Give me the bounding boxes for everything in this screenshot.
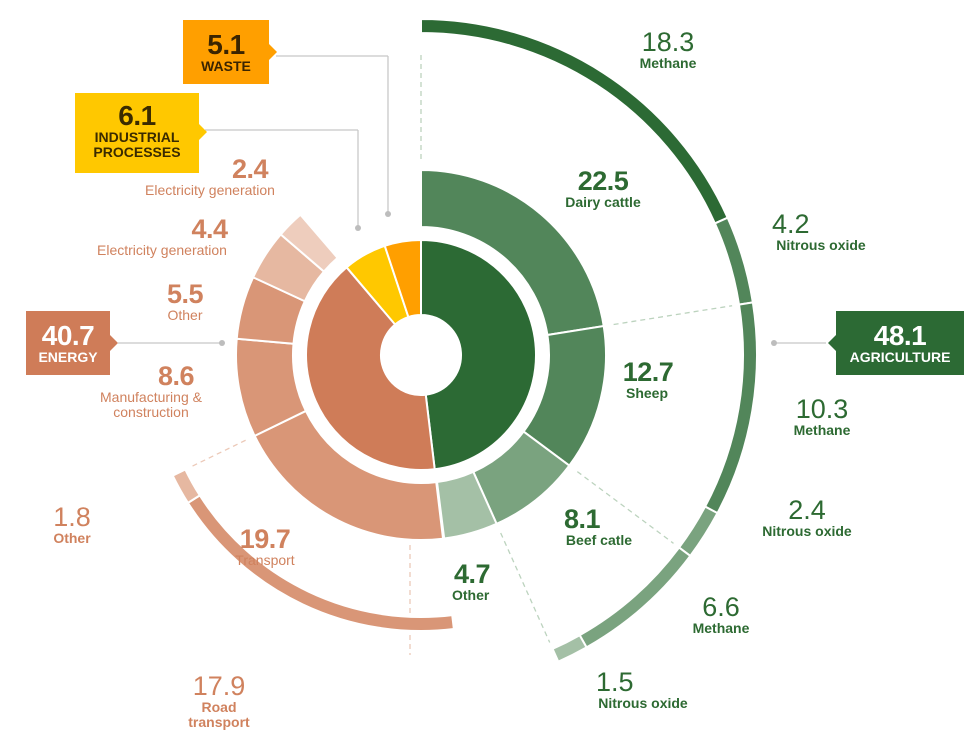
label-value: 8.1 [564, 504, 601, 534]
label-energy-other: 5.5 Other [150, 280, 220, 323]
dot-agriculture [771, 340, 777, 346]
dot-waste [385, 211, 391, 217]
label-sheep-methane: 10.3 Methane [772, 395, 872, 438]
label-manufacturing: 8.6 Manufacturing & construction [92, 362, 210, 420]
dot-industrial [355, 225, 361, 231]
guide-sheep [576, 471, 674, 544]
subsector-energy-electricity-generation [279, 213, 339, 273]
label-name: Electricity generation [145, 182, 275, 199]
tag-energy-name: ENERGY [38, 349, 98, 366]
label-value: 5.5 [166, 279, 204, 309]
center-hole [381, 315, 461, 395]
label-name: Manufacturing & construction [100, 389, 202, 421]
label-value: 1.5 [596, 667, 634, 697]
label-transport-other: 1.8 Other [40, 503, 104, 546]
label-name: Transport [235, 552, 295, 569]
pointer-industrial [199, 124, 207, 140]
pointer-energy [110, 335, 118, 351]
tag-agriculture-name: AGRICULTURE [849, 349, 951, 366]
label-name: Dairy cattle [565, 194, 641, 211]
label-name: Nitrous oxide [762, 523, 852, 540]
label-name: Electricity generation [97, 242, 227, 259]
tag-industrial-value: 6.1 [118, 100, 156, 131]
label-value: 12.7 [622, 357, 674, 387]
label-name: Methane [639, 55, 697, 72]
label-name: Methane [793, 422, 851, 439]
label-dairy-nitrous: 4.2 Nitrous oxide [766, 210, 876, 253]
tag-energy: 40.7 ENERGY [26, 311, 110, 375]
label-value: 4.4 [191, 214, 228, 244]
gas-beef-catle-nitrous-oxide [551, 633, 588, 663]
label-name: Nitrous oxide [598, 695, 688, 712]
label-value: 1.8 [53, 502, 91, 532]
label-name: Beef catle [565, 532, 633, 549]
guide-beef-catle [500, 532, 551, 643]
label-sheep-nitrous: 2.4 Nitrous oxide [752, 496, 862, 539]
label-name: Methane [692, 620, 750, 637]
label-electricity-1: 2.4 Electricity generation [120, 155, 300, 198]
pointer-waste [269, 44, 277, 60]
tag-waste: 5.1 WASTE [183, 20, 269, 84]
tag-energy-value: 40.7 [41, 320, 95, 351]
tag-agriculture-value: 48.1 [873, 320, 927, 351]
gas-beef-catle-methane [578, 546, 692, 649]
label-value: 18.3 [641, 27, 695, 57]
label-dairy-methane: 18.3 Methane [618, 28, 718, 71]
label-electricity-2: 4.4 Electricity generation [72, 215, 252, 258]
label-value: 6.6 [702, 592, 740, 622]
label-name: Road transport [188, 699, 250, 731]
label-sheep: 12.7 Sheep [608, 358, 688, 401]
guide-transport [191, 439, 246, 468]
label-value: 2.4 [231, 154, 269, 184]
label-value: 22.5 [577, 166, 629, 196]
label-beef-methane: 6.6 Methane [676, 593, 766, 636]
label-ag-other: 4.7 Other [440, 560, 504, 603]
label-value: 2.4 [788, 495, 826, 525]
label-name: Other [452, 587, 490, 604]
label-value: 4.2 [772, 209, 810, 239]
label-name: Nitrous oxide [776, 237, 866, 254]
label-transport: 19.7 Transport [220, 525, 310, 568]
pointer-agriculture [828, 335, 836, 351]
label-value: 19.7 [239, 524, 291, 554]
label-name: Other [53, 530, 91, 547]
label-name: Other [167, 307, 203, 324]
label-beef-nitrous: 1.5 Nitrous oxide [588, 668, 698, 711]
label-road-transport: 17.9 Road transport [176, 672, 262, 730]
guide-dairy-cattle [613, 305, 733, 326]
tag-industrial: 6.1 INDUSTRIAL PROCESSES [75, 93, 199, 173]
label-value: 4.7 [453, 559, 491, 589]
dot-energy [219, 340, 225, 346]
label-value: 10.3 [795, 394, 849, 424]
tag-waste-name: WASTE [201, 58, 251, 75]
tag-industrial-name: INDUSTRIAL PROCESSES [93, 129, 181, 161]
label-value: 17.9 [192, 671, 246, 701]
label-name: Sheep [626, 385, 669, 402]
gas-transport-other [171, 468, 202, 505]
label-dairy: 22.5 Dairy cattle [548, 167, 658, 210]
tag-agriculture: 48.1 AGRICULTURE [836, 311, 964, 375]
label-value: 8.6 [157, 361, 195, 391]
gas-sheep-methane [703, 301, 758, 515]
tag-waste-value: 5.1 [207, 29, 245, 60]
label-beef: 8.1 Beef catle [556, 505, 642, 548]
gas-sheep-nitrous-oxide [677, 505, 719, 558]
gas-dairy-cattle-nitrous-oxide [713, 216, 755, 306]
connector-lines [110, 44, 836, 655]
